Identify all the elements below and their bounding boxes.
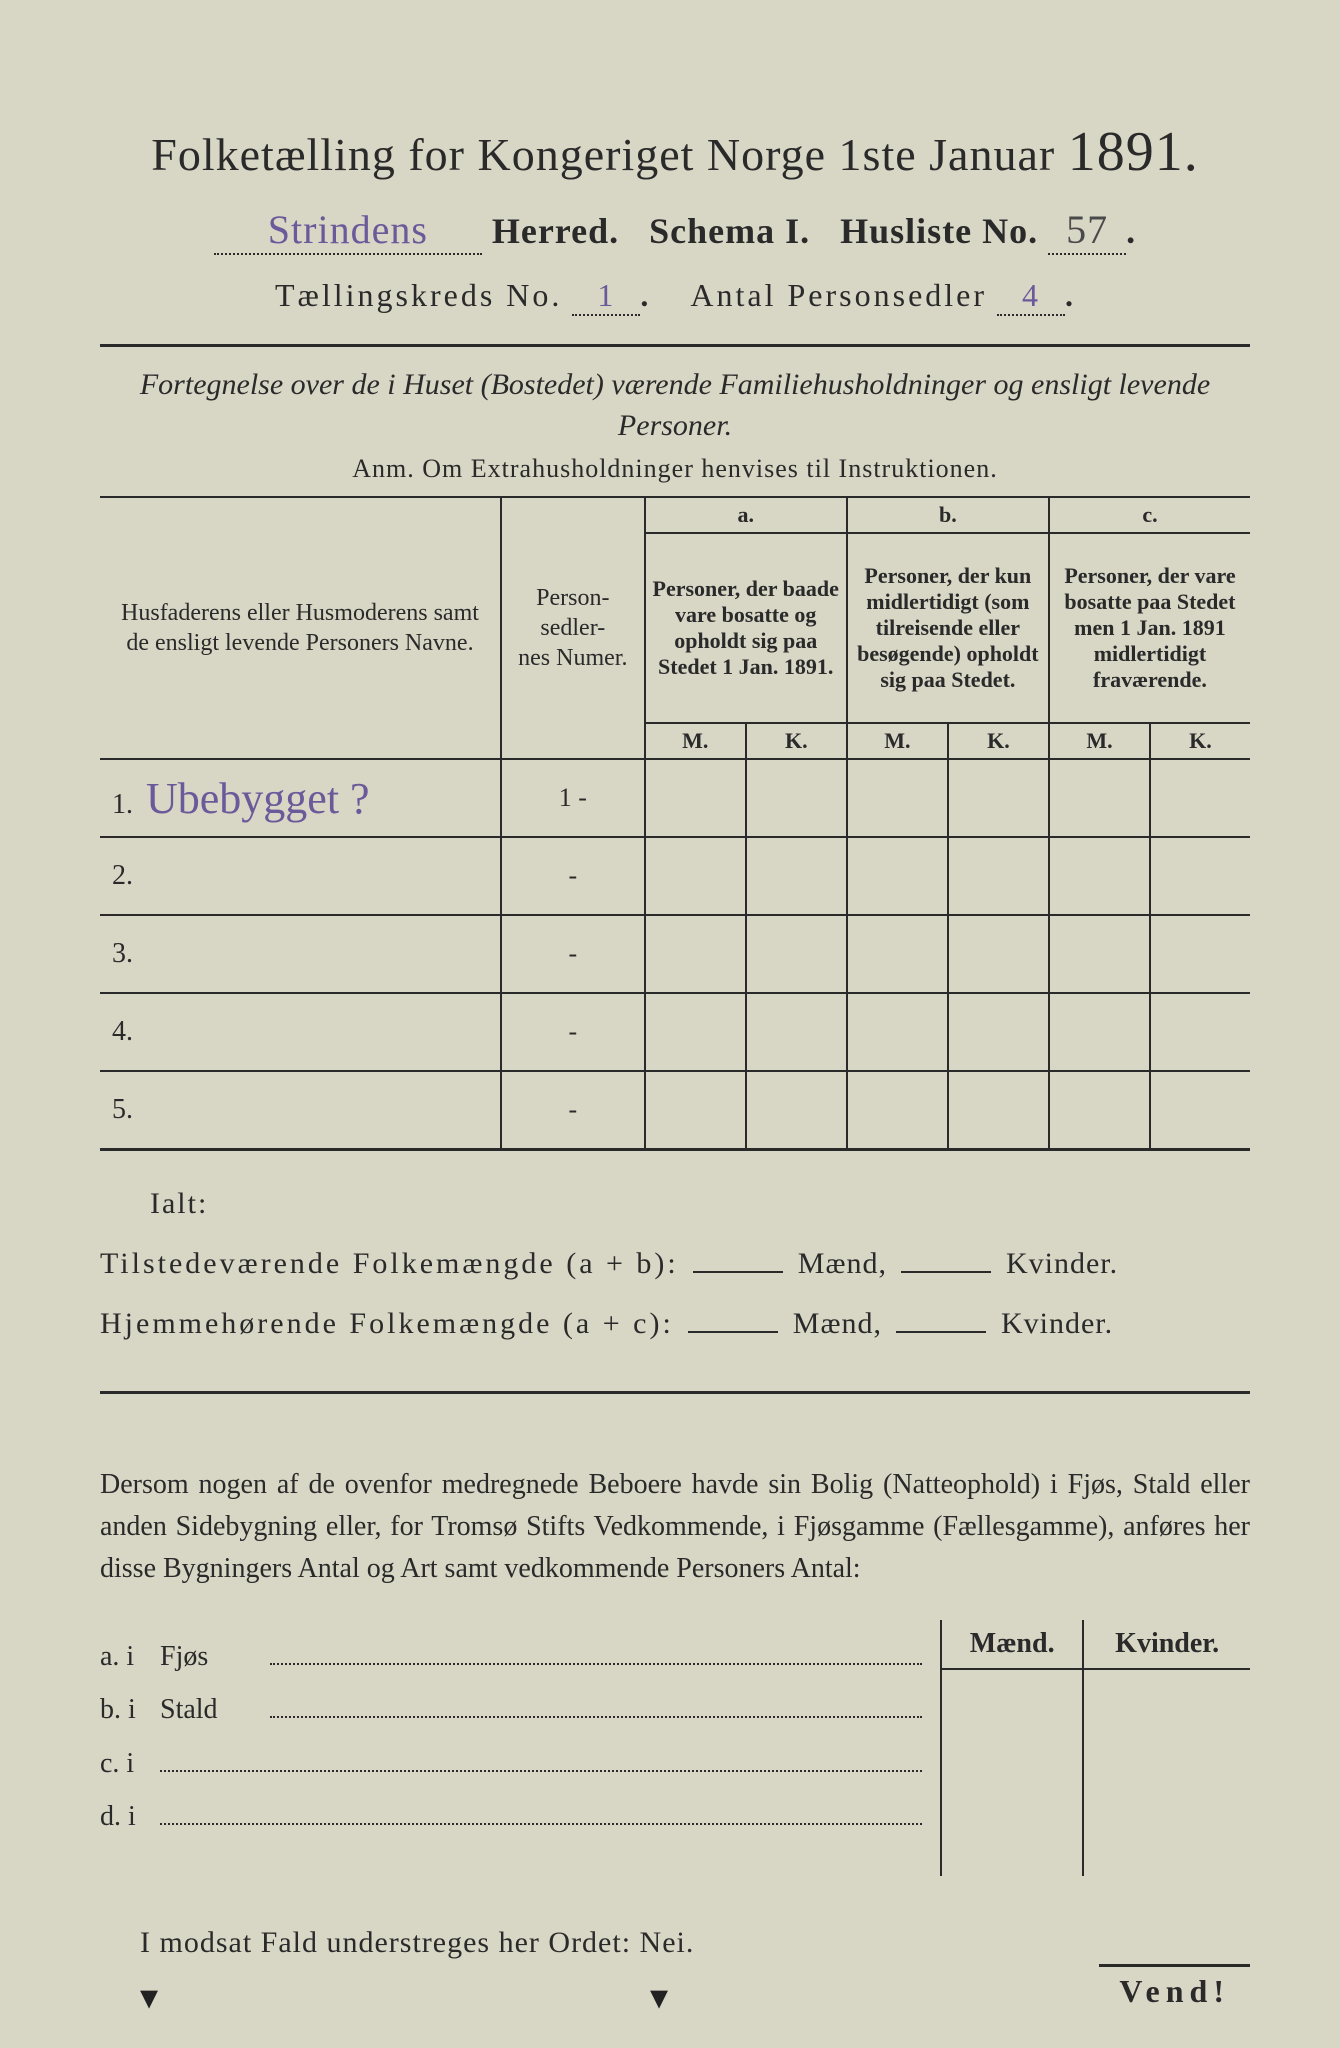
husliste-dot: . (1126, 211, 1136, 251)
abcd-a: a. i (100, 1641, 160, 1673)
dersom-paragraph: Dersom nogen af de ovenfor medregnede Be… (100, 1464, 1250, 1590)
dots (160, 1744, 922, 1771)
abcd-d: d. i (100, 1801, 160, 1833)
row-p: - (568, 939, 577, 968)
tilst-label: Tilstedeværende Folkemængde (a + b): (100, 1247, 679, 1280)
page-title: Folketælling for Kongeriget Norge 1ste J… (100, 120, 1250, 184)
scan-mark-icon: ▾ (140, 1976, 158, 2018)
personsedler-dot: . (1065, 277, 1075, 313)
row-num: 2. (112, 860, 140, 892)
col-c-top: c. (1049, 497, 1250, 533)
col-b-k: K. (948, 723, 1049, 759)
col-b-desc: Personer, der kun midlertidigt (som tilr… (847, 533, 1049, 723)
schema-label: Schema I. (649, 211, 810, 251)
kreds-no-field: 1 (572, 277, 640, 316)
abcd-c: c. i (100, 1748, 160, 1780)
hjem-k-blank (896, 1331, 986, 1333)
mk-m-cell (941, 1669, 1083, 1876)
row-p: - (568, 1017, 577, 1046)
col-c-m: M. (1049, 723, 1150, 759)
mk-k-header: Kvinder. (1083, 1620, 1250, 1669)
row-num: 5. (112, 1094, 140, 1126)
fortegnelse-heading: Fortegnelse over de i Huset (Bostedet) v… (100, 365, 1250, 446)
col-a-k: K. (746, 723, 847, 759)
maend-label: Mænd, (798, 1247, 887, 1280)
table-row: 5. - (100, 1071, 1250, 1148)
row-num: 3. (112, 938, 140, 970)
title-prefix: Folketælling for Kongeriget Norge 1ste J… (151, 129, 1055, 180)
herred-name-field: Strindens (214, 206, 482, 255)
col-a-top: a. (645, 497, 847, 533)
divider-2 (100, 1391, 1250, 1394)
row-num: 4. (112, 1016, 140, 1048)
ialt-block: Ialt: Tilstedeværende Folkemængde (a + b… (100, 1187, 1250, 1341)
kvinder-label: Kvinder. (1006, 1247, 1118, 1280)
sidebygning-block: a. i Fjøs b. i Stald c. i d. i Mænd. K (100, 1620, 1250, 1876)
row-num: 1. (112, 789, 140, 821)
kreds-line: Tællingskreds No. 1. Antal Personsedler … (100, 277, 1250, 316)
mk-k-cell (1083, 1669, 1250, 1876)
census-table: Husfaderens eller Husmoderens samt de en… (100, 496, 1250, 1148)
herred-label: Herred. (492, 211, 619, 251)
divider-1 (100, 344, 1250, 347)
table-bottom-rule (100, 1148, 1250, 1151)
maend-label-2: Mænd, (793, 1307, 882, 1340)
table-row: 4. - (100, 993, 1250, 1071)
table-row: 3. - (100, 915, 1250, 993)
hjem-label: Hjemmehørende Folkemængde (a + c): (100, 1307, 674, 1340)
kvinder-label-2: Kvinder. (1001, 1307, 1113, 1340)
abcd-list: a. i Fjøs b. i Stald c. i d. i (100, 1620, 922, 1876)
table-row: 1. Ubebygget ? 1 - (100, 759, 1250, 837)
col-b-top: b. (847, 497, 1049, 533)
personsedler-label: Antal Personsedler (690, 277, 987, 313)
col-b-m: M. (847, 723, 948, 759)
stald-label: Stald (160, 1694, 270, 1726)
col-c-k: K. (1150, 723, 1250, 759)
row-name: Ubebygget ? (146, 774, 370, 823)
row-p: 1 - (559, 783, 587, 812)
col-person-header: Person- sedler- nes Numer. (501, 497, 645, 759)
husliste-no-field: 57 (1048, 206, 1126, 255)
col-c-desc: Personer, der vare bosatte paa Stedet me… (1049, 533, 1250, 723)
kreds-label: Tællingskreds No. (275, 277, 562, 313)
col-names-header: Husfaderens eller Husmoderens samt de en… (100, 497, 501, 759)
census-table-head: Husfaderens eller Husmoderens samt de en… (100, 497, 1250, 759)
col-a-m: M. (645, 723, 746, 759)
dots (160, 1798, 922, 1825)
census-table-body: 1. Ubebygget ? 1 - 2. - 3. - 4. - (100, 759, 1250, 1148)
census-form-page: Folketælling for Kongeriget Norge 1ste J… (0, 0, 1340, 2048)
ialt-label: Ialt: (100, 1187, 1250, 1221)
row-p: - (568, 861, 577, 890)
kreds-dot: . (640, 277, 650, 313)
tilst-m-blank (693, 1271, 783, 1273)
husliste-label: Husliste No. (840, 211, 1038, 251)
col-a-desc: Personer, der baade vare bosatte og opho… (645, 533, 847, 723)
nei-line: I modsat Fald understreges her Ordet: Ne… (100, 1926, 1250, 1960)
tilst-k-blank (901, 1271, 991, 1273)
hjem-m-blank (688, 1331, 778, 1333)
dots (270, 1638, 922, 1665)
herred-line: Strindens Herred. Schema I. Husliste No.… (100, 206, 1250, 255)
title-year: 1891. (1068, 121, 1199, 183)
mk-table: Mænd. Kvinder. (940, 1620, 1250, 1876)
abcd-b: b. i (100, 1694, 160, 1726)
table-row: 2. - (100, 837, 1250, 915)
row-p: - (568, 1095, 577, 1124)
vend-label: Vend! (1099, 1964, 1250, 2010)
scan-mark-icon: ▾ (650, 1976, 668, 2018)
dots (270, 1691, 922, 1718)
fjos-label: Fjøs (160, 1641, 270, 1673)
mk-m-header: Mænd. (941, 1620, 1083, 1669)
fortegnelse-anm: Anm. Om Extrahusholdninger henvises til … (100, 454, 1250, 484)
personsedler-no-field: 4 (997, 277, 1065, 316)
